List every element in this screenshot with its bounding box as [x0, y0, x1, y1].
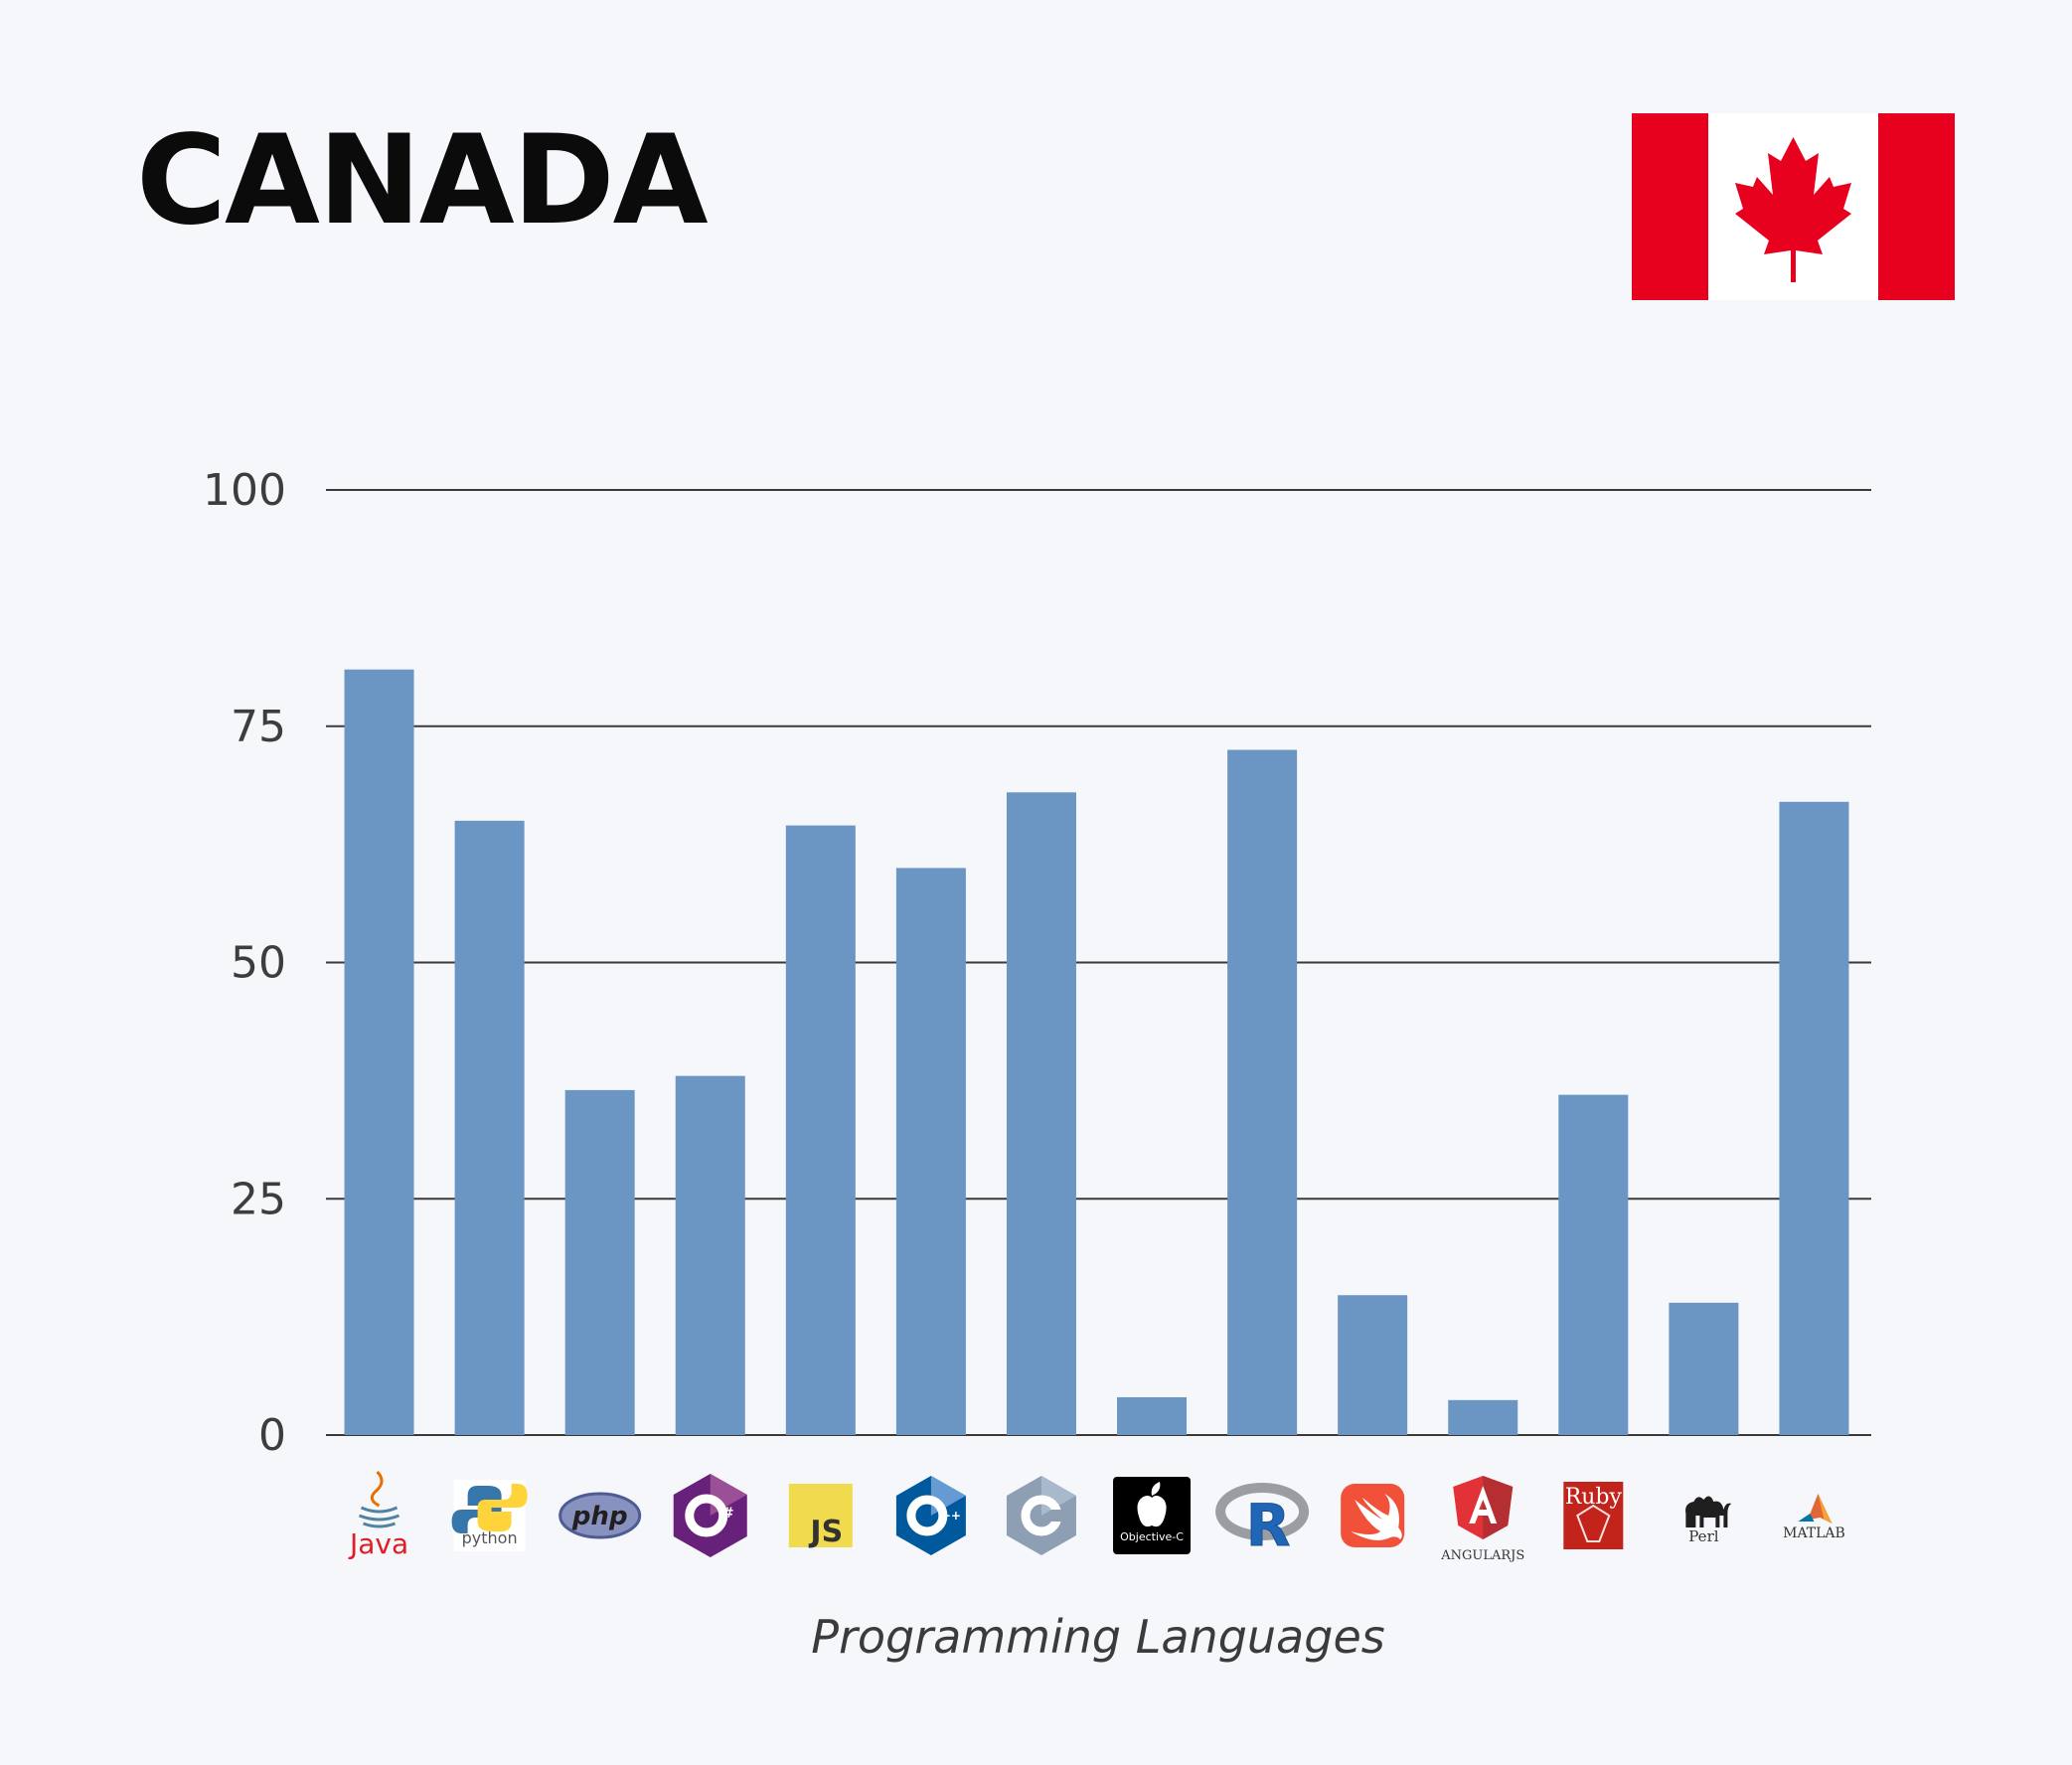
x-tick-label: JS	[808, 1515, 843, 1549]
x-tick-label: ANGULARJS	[1440, 1548, 1524, 1563]
y-tick-label: 100	[203, 465, 286, 516]
bar-c-	[675, 1075, 745, 1435]
objective-c-icon: Objective-C	[1113, 1477, 1192, 1554]
perl-icon: Perl	[1685, 1496, 1732, 1545]
bar-c-	[895, 868, 966, 1435]
r-icon: R	[1215, 1483, 1310, 1560]
x-axis-title: Programming Languages	[811, 1610, 1384, 1664]
angularjs-icon: ANGULARJS	[1440, 1476, 1524, 1563]
bar-angularjs	[1448, 1399, 1518, 1435]
bar-matlab	[1779, 801, 1849, 1435]
x-tick-label: python	[462, 1528, 518, 1547]
bar-java	[344, 669, 414, 1435]
bars	[344, 669, 1849, 1435]
bar-ruby	[1558, 1094, 1629, 1435]
canada-flag-icon	[1632, 113, 1955, 300]
gridlines	[326, 489, 1871, 1436]
y-tick-label: 0	[258, 1410, 286, 1461]
bar-javascript	[785, 825, 856, 1435]
x-tick-label: Ruby	[1565, 1485, 1623, 1510]
x-axis-icons: Java python php # JS ++ Objective-C R ANGULARJS R…	[348, 1470, 1845, 1563]
cplusplus-icon: ++	[895, 1476, 966, 1555]
bar-perl	[1669, 1302, 1739, 1435]
bar-objective-c	[1117, 1396, 1188, 1435]
bar-python	[454, 820, 525, 1435]
x-tick-label: php	[571, 1502, 628, 1531]
bar-c	[1006, 792, 1076, 1435]
bar-r	[1227, 749, 1298, 1435]
x-tick-label: MATLAB	[1783, 1525, 1845, 1541]
x-tick-label: Perl	[1688, 1527, 1718, 1545]
x-tick-label: Objective-C	[1120, 1530, 1184, 1543]
bar-swift	[1338, 1295, 1408, 1435]
matlab-icon: MATLAB	[1783, 1494, 1845, 1541]
x-tick-label: #	[722, 1506, 734, 1522]
python-icon: python	[451, 1480, 528, 1551]
x-tick-label: ++	[941, 1509, 961, 1523]
java-icon: Java	[348, 1470, 408, 1560]
bar-php	[564, 1089, 635, 1435]
page-title: CANADA	[136, 109, 709, 252]
x-tick-label: R	[1246, 1492, 1291, 1559]
javascript-icon: JS	[788, 1484, 853, 1549]
ruby-icon: Ruby	[1563, 1482, 1624, 1549]
php-icon: php	[558, 1492, 642, 1539]
x-tick-label: Java	[348, 1527, 408, 1560]
csharp-icon: #	[673, 1474, 747, 1557]
y-axis-ticks: 0 25 50 75 100	[203, 465, 286, 1461]
y-tick-label: 75	[231, 702, 286, 752]
c-icon	[1006, 1476, 1076, 1555]
y-tick-label: 25	[231, 1174, 286, 1224]
swift-icon	[1341, 1484, 1405, 1547]
y-tick-label: 50	[231, 938, 286, 989]
